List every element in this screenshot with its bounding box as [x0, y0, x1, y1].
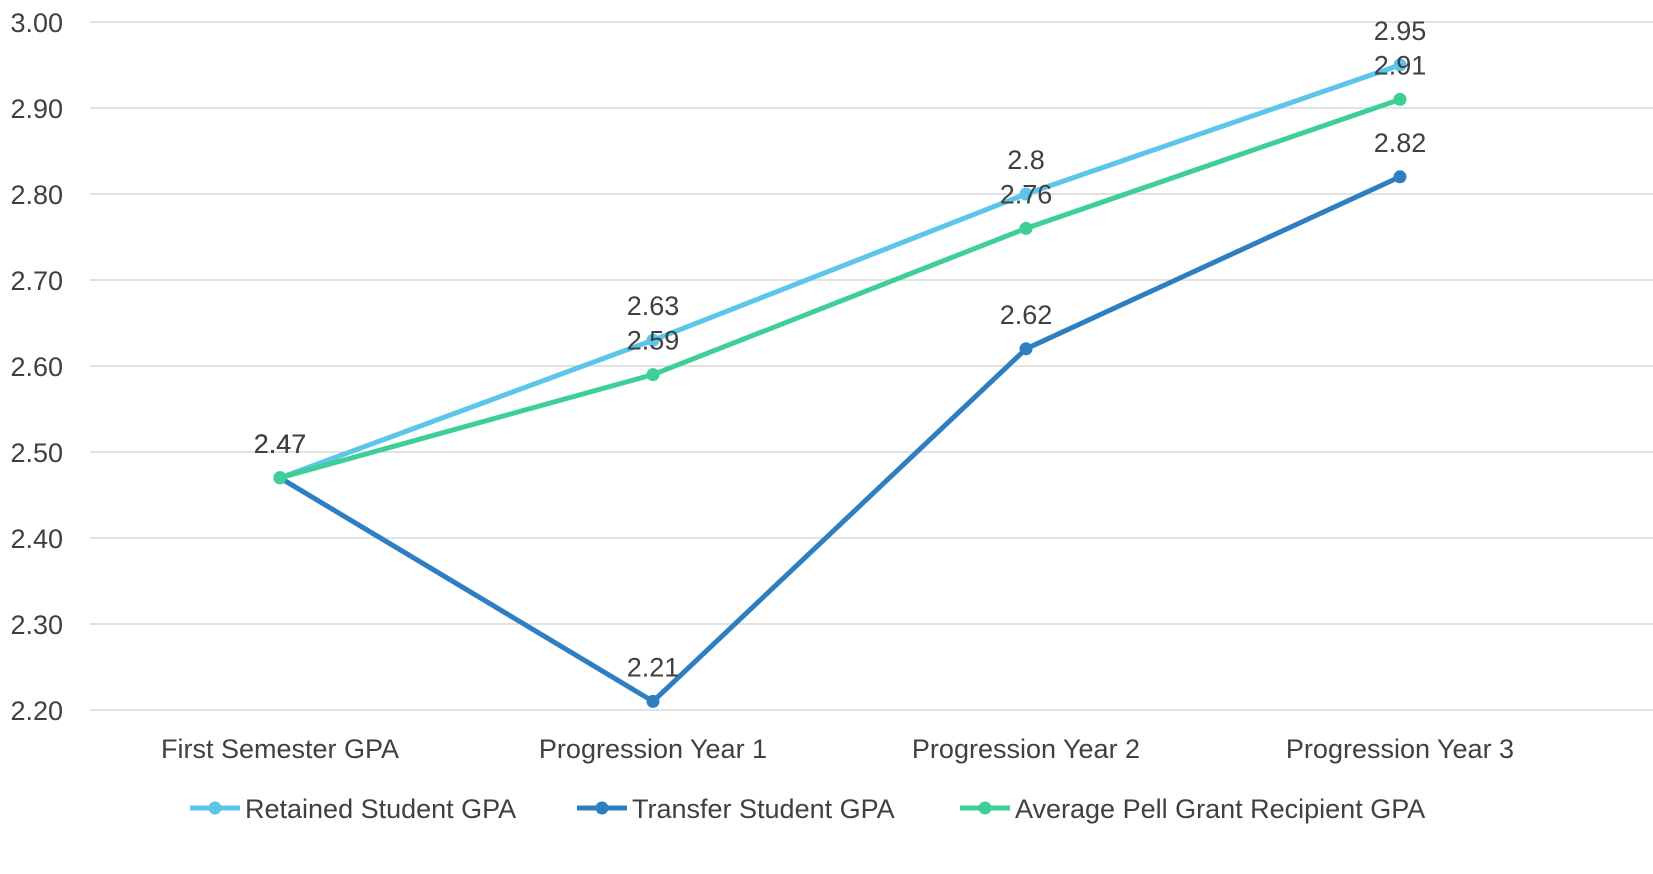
data-label: 2.91 — [1374, 50, 1427, 80]
x-tick-label: Progression Year 2 — [912, 734, 1140, 764]
data-label: 2.76 — [1000, 179, 1053, 209]
series-line — [279, 62, 1401, 481]
y-tick-label: 2.30 — [10, 610, 63, 640]
y-tick-label: 2.90 — [10, 94, 63, 124]
y-tick-label: 2.50 — [10, 438, 63, 468]
legend-label: Transfer Student GPA — [632, 794, 895, 824]
y-axis: 2.20 2.30 2.40 2.50 2.60 2.70 2.80 2.90 3.00 — [10, 8, 63, 726]
series-group — [273, 58, 1407, 708]
y-tick-label: 2.60 — [10, 352, 63, 382]
y-tick-label: 3.00 — [10, 8, 63, 38]
data-point — [646, 333, 660, 347]
gridlines — [90, 21, 1653, 711]
y-tick-label: 2.20 — [10, 696, 63, 726]
y-tick-label: 2.70 — [10, 266, 63, 296]
data-label: 2.63 — [627, 291, 680, 321]
data-label: 2.47 — [254, 429, 307, 459]
legend-label: Average Pell Grant Recipient GPA — [1015, 794, 1425, 824]
x-tick-label: First Semester GPA — [161, 734, 399, 764]
legend-marker — [595, 801, 609, 815]
data-point — [1393, 170, 1407, 184]
y-tick-label: 2.40 — [10, 524, 63, 554]
series-line — [278, 174, 1402, 704]
x-tick-label: Progression Year 1 — [539, 734, 767, 764]
data-label: 2.95 — [1374, 16, 1427, 46]
data-point — [646, 368, 660, 382]
data-point — [1393, 92, 1407, 106]
data-label: 2.21 — [627, 652, 680, 682]
data-label: 2.8 — [1007, 145, 1045, 175]
legend-marker — [978, 801, 992, 815]
data-point — [1019, 342, 1033, 356]
x-tick-label: Progression Year 3 — [1286, 734, 1514, 764]
data-point — [646, 694, 660, 708]
legend: Retained Student GPA Transfer Student GPA… — [190, 794, 1425, 824]
series-line — [279, 97, 1401, 481]
data-point — [1393, 58, 1407, 72]
legend-marker — [208, 801, 222, 815]
data-point — [1019, 187, 1033, 201]
data-label: 2.47 — [254, 429, 307, 459]
data-label: 2.47 — [254, 429, 307, 459]
data-point — [1019, 221, 1033, 235]
data-point — [273, 471, 287, 485]
y-tick-label: 2.80 — [10, 180, 63, 210]
x-axis: First Semester GPA Progression Year 1 Prog… — [161, 734, 1514, 764]
data-label: 2.59 — [627, 326, 680, 356]
data-label: 2.82 — [1374, 128, 1427, 158]
data-label: 2.62 — [1000, 300, 1053, 330]
legend-label: Retained Student GPA — [245, 794, 516, 824]
data-labels: 2.472.632.82.952.472.212.622.822.472.592… — [254, 16, 1427, 682]
